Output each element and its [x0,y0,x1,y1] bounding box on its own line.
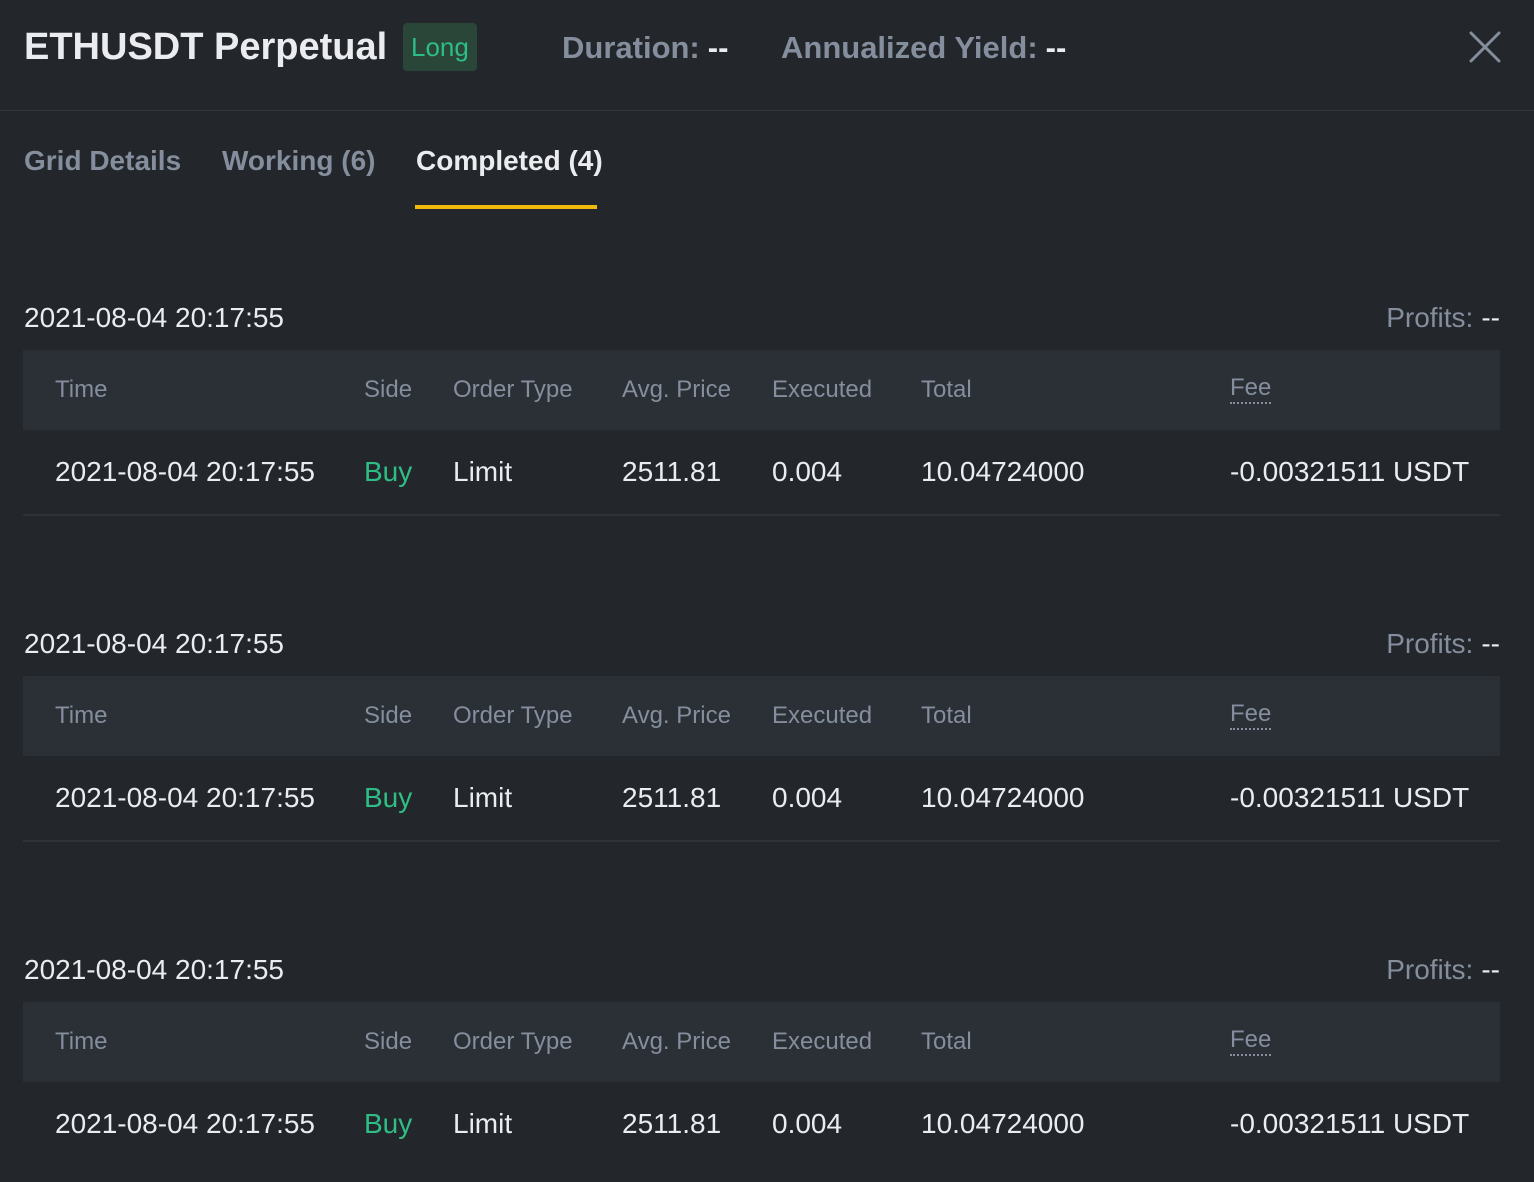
group-header: 2021-08-04 20:17:55 Profits: -- [23,624,1500,676]
group-header: 2021-08-04 20:17:55 Profits: -- [23,950,1500,1002]
cell-fee: -0.00321511 USDT [1230,1108,1470,1139]
column-header-avg-price: Avg. Price [622,376,731,403]
active-tab-indicator [415,205,597,209]
cell-time: 2021-08-04 20:17:55 [55,782,315,813]
column-header-time: Time [55,376,108,403]
duration-label: Duration: [562,30,700,65]
table-header: Time Side Order Type Avg. Price Executed… [23,1002,1500,1082]
cell-executed: 0.004 [772,456,843,487]
group-profits: Profits: -- [1386,624,1500,664]
group-date: 2021-08-04 20:17:55 [24,954,284,985]
column-header-executed: Executed [772,376,873,403]
column-header-total: Total [921,702,972,729]
cell-fee: -0.00321511 USDT [1230,456,1470,487]
column-header-fee[interactable]: Fee [1230,1026,1272,1056]
column-header-time: Time [55,702,108,729]
table-row: 2021-08-04 20:17:55 Buy Limit 2511.81 0.… [23,1082,1500,1168]
profits-value: -- [1481,954,1500,985]
tab-grid-details[interactable]: Grid Details [24,145,182,176]
tab-bar: Grid Details Working (6) Completed (4) [0,111,1534,211]
cell-total: 10.04724000 [921,1108,1085,1139]
cell-executed: 0.004 [772,782,843,813]
column-header-executed: Executed [772,702,873,729]
column-header-order-type: Order Type [453,376,573,403]
column-header-side: Side [364,702,413,729]
cell-executed: 0.004 [772,1108,843,1139]
profits-label: Profits: [1386,954,1474,985]
profits-label: Profits: [1386,302,1474,333]
cell-avg-price: 2511.81 [622,782,722,813]
cell-order-type: Limit [453,456,513,487]
yield-label: Annualized Yield: [781,30,1038,65]
cell-time: 2021-08-04 20:17:55 [55,1108,315,1139]
profits-value: -- [1481,302,1500,333]
duration-value: -- [707,30,729,65]
profits-label: Profits: [1386,628,1474,659]
group-profits: Profits: -- [1386,298,1500,338]
group-date: 2021-08-04 20:17:55 [24,302,284,333]
cell-avg-price: 2511.81 [622,1108,722,1139]
yield-value: -- [1045,30,1067,65]
cell-total: 10.04724000 [921,456,1085,487]
table-header: Time Side Order Type Avg. Price Executed… [23,350,1500,430]
cell-side: Buy [364,456,413,487]
cell-avg-price: 2511.81 [622,456,722,487]
column-header-fee[interactable]: Fee [1230,700,1272,730]
completed-order-group: 2021-08-04 20:17:55 Profits: -- Time Side… [23,624,1500,842]
column-header-side: Side [364,376,413,403]
table-row: 2021-08-04 20:17:55 Buy Limit 2511.81 0.… [23,430,1500,516]
tab-working[interactable]: Working (6) [222,145,376,176]
annualized-yield-stat: Annualized Yield: -- [781,28,1066,68]
cell-side: Buy [364,1108,413,1139]
cell-fee: -0.00321511 USDT [1230,782,1470,813]
group-header: 2021-08-04 20:17:55 Profits: -- [23,298,1500,350]
group-date: 2021-08-04 20:17:55 [24,628,284,659]
completed-order-group: 2021-08-04 20:17:55 Profits: -- Time Side… [23,950,1500,1139]
cell-order-type: Limit [453,1108,513,1139]
close-button[interactable] [1466,28,1504,66]
cell-side: Buy [364,782,413,813]
modal-header: ETHUSDT Perpetual Long Duration: -- Annua… [0,0,1534,111]
column-header-time: Time [55,1028,108,1055]
position-badge: Long [403,23,477,71]
table-row: 2021-08-04 20:17:55 Buy Limit 2511.81 0.… [23,756,1500,842]
group-profits: Profits: -- [1386,950,1500,990]
page-title: ETHUSDT Perpetual [24,26,388,68]
column-header-order-type: Order Type [453,1028,573,1055]
duration-stat: Duration: -- [562,28,728,68]
completed-order-group: 2021-08-04 20:17:55 Profits: -- Time Side… [23,298,1500,516]
column-header-avg-price: Avg. Price [622,1028,731,1055]
table-header: Time Side Order Type Avg. Price Executed… [23,676,1500,756]
tab-completed[interactable]: Completed (4) [416,145,603,176]
column-header-side: Side [364,1028,413,1055]
column-header-total: Total [921,1028,972,1055]
close-icon[interactable] [1466,28,1504,66]
column-header-avg-price: Avg. Price [622,702,731,729]
column-header-fee[interactable]: Fee [1230,374,1272,404]
profits-value: -- [1481,628,1500,659]
column-header-executed: Executed [772,1028,873,1055]
cell-time: 2021-08-04 20:17:55 [55,456,315,487]
cell-order-type: Limit [453,782,513,813]
column-header-total: Total [921,376,972,403]
column-header-order-type: Order Type [453,702,573,729]
cell-total: 10.04724000 [921,782,1085,813]
